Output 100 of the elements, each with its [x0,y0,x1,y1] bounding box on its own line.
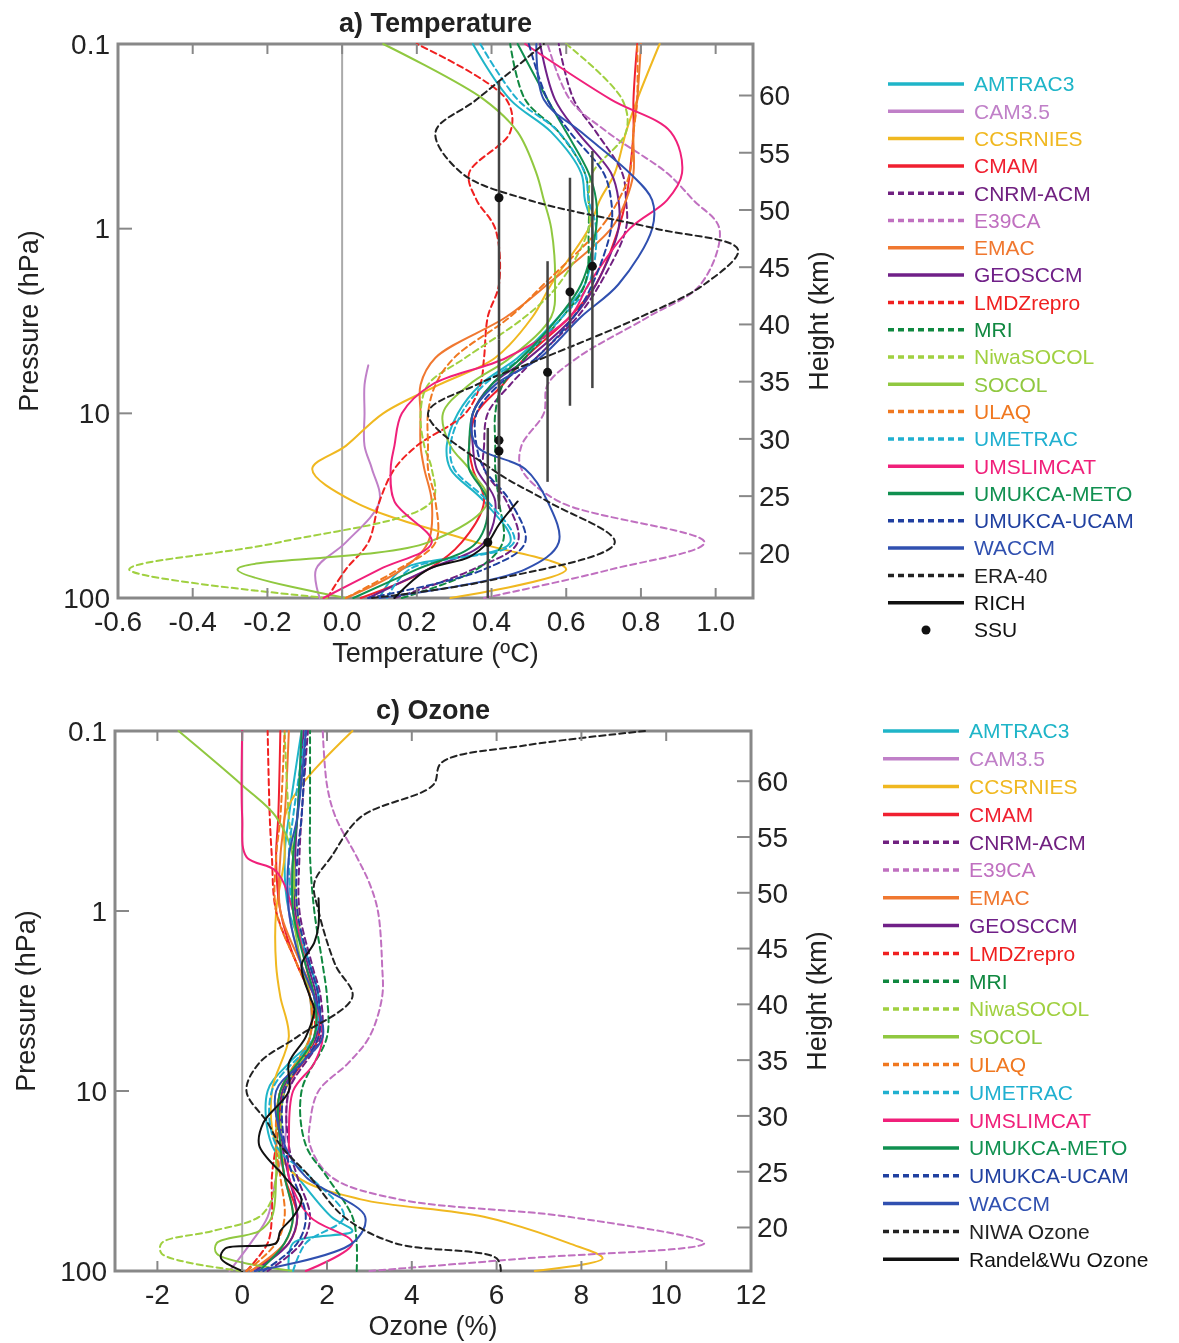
y-tick-label: 1 [91,895,107,927]
line-series [253,730,367,1272]
y-axis-title: Pressure (hPa) [11,910,41,1092]
line-series [393,500,519,599]
y2-axis-title: Height (km) [802,931,832,1071]
y2-tick-label: 35 [757,1044,789,1076]
x-tick-label: 0.4 [472,606,511,637]
legend-label: ULAQ [969,1052,1027,1076]
legend-label: CMAM [969,802,1034,826]
line-series [299,730,358,1272]
y-tick-label: 1 [94,213,110,245]
x-tick-label: 0.0 [322,606,362,637]
y2-tick-label: 40 [759,309,791,341]
x-tick-label: 10 [650,1279,682,1310]
line-series [371,43,740,599]
y2-tick-label: 25 [759,480,791,512]
x-tick-label: 0.6 [546,606,586,637]
point [543,367,553,377]
x-axis-title: Ozone (%) [368,1311,498,1341]
x-tick-label: -0.4 [168,606,217,637]
legend-label: NiwaSOCOL [974,345,1095,369]
x-tick-label: -0.2 [243,606,292,637]
x-tick-label: 0.8 [621,606,661,637]
point [565,287,575,297]
legend-label: UMUKCA-UCAM [974,509,1134,533]
legend-label: LMDZrepro [969,941,1076,965]
legend-label: WACCM [969,1191,1050,1215]
y-tick-label: 10 [78,398,110,430]
point [494,446,504,456]
legend-label: UMUKCA-METO [969,1136,1128,1160]
x-tick-label: 0 [234,1279,250,1310]
legend-label: UMUKCA-UCAM [969,1164,1129,1188]
x-axis-title: Temperature (ºC) [332,638,539,668]
x-tick-label: 8 [573,1279,590,1310]
y2-tick-label: 20 [757,1212,789,1244]
line-series [269,730,604,1272]
chart-title: c) Ozone [375,695,491,725]
legend-label: GEOSCCM [974,263,1083,287]
y2-tick-label: 35 [759,366,791,398]
legend-label: LMDZrepro [974,290,1081,314]
legend-label: EMAC [969,886,1030,910]
x-tick-label: 12 [735,1279,767,1310]
legend-label: CNRM-ACM [969,830,1086,854]
y2-tick-label: 50 [759,194,791,226]
legend-label: ULAQ [974,399,1032,423]
point [494,193,504,203]
chart-title: a) Temperature [338,8,533,38]
y2-axis-title: Height (km) [804,251,834,391]
legend-label: AMTRAC3 [969,719,1070,743]
legend-label: UMUKCA-METO [974,481,1133,505]
x-tick-label: 0.2 [397,606,437,637]
y2-tick-label: 30 [757,1100,789,1132]
line-series [240,730,354,1272]
legend-label: MRI [974,318,1013,342]
x-tick-label: 6 [488,1279,505,1310]
point [587,261,597,271]
legend-label: UMETRAC [974,427,1078,451]
line-series [219,897,320,1272]
x-tick-label: 2 [319,1279,335,1310]
legend-label: SSU [974,618,1018,642]
legend-label: EMAC [974,236,1035,260]
legend-label: CNRM-ACM [974,181,1091,205]
legend-label: SOCOL [969,1025,1043,1049]
y2-tick-label: 20 [759,538,791,570]
legend-label: NIWA Ozone [969,1219,1090,1243]
legend-label: CAM3.5 [969,747,1045,771]
y2-tick-label: 55 [757,821,789,853]
legend-label: GEOSCCM [969,913,1078,937]
legend-label: E39CA [974,208,1041,232]
line-series [314,364,381,599]
legend-label: MRI [969,969,1008,993]
y2-tick-label: 60 [757,766,789,798]
line-series [483,43,721,599]
legend-label: UMSLIMCAT [974,454,1097,478]
x-tick-label: 1.0 [696,606,736,637]
y-tick-label: 0.1 [68,715,107,747]
x-tick-label: -2 [144,1279,170,1310]
y-tick-label: 10 [75,1075,107,1107]
y2-tick-label: 50 [757,877,789,909]
legend-label: ERA-40 [974,563,1048,587]
legend-label: RICH [974,591,1026,615]
legend-label: CMAM [974,154,1039,178]
y-tick-label: 100 [60,1255,107,1287]
y2-tick-label: 60 [759,80,791,112]
point [483,537,493,547]
legend-label: AMTRAC3 [974,72,1075,96]
legend-label: UMSLIMCAT [969,1108,1092,1132]
x-tick-label: 4 [404,1279,420,1310]
legend-label: NiwaSOCOL [969,997,1090,1021]
legend-label: CCSRNIES [969,774,1078,798]
legend-label: UMETRAC [969,1080,1073,1104]
y2-tick-label: 40 [757,989,789,1021]
line-series [236,43,557,599]
legend-label: SOCOL [974,372,1048,396]
y-axis-title: Pressure (hPa) [14,230,44,412]
y2-tick-label: 25 [757,1156,789,1188]
line-series [245,730,646,1272]
y2-tick-label: 45 [759,252,791,283]
legend-label: E39CA [969,858,1036,882]
line-series [128,43,629,599]
